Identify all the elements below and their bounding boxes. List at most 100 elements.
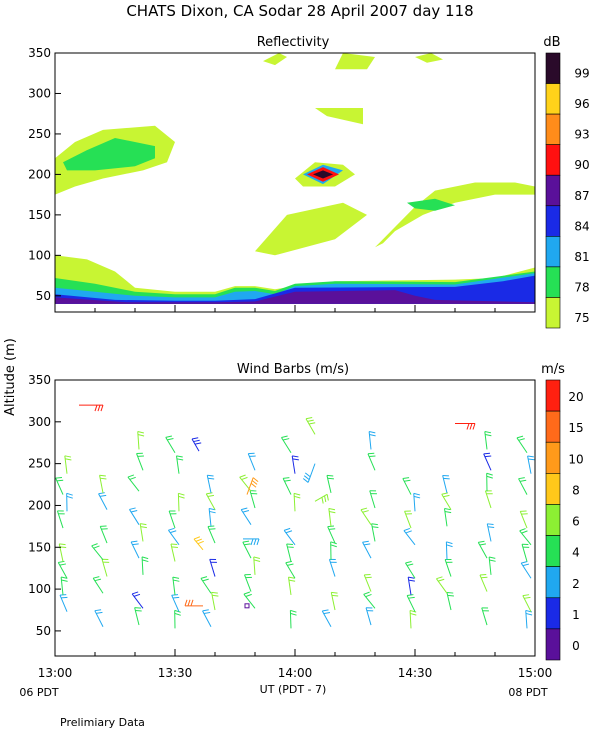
wind-barb	[91, 543, 104, 561]
wind-barb	[477, 540, 488, 559]
wind-barb	[369, 490, 377, 509]
wind-barb	[139, 523, 147, 542]
wind-barb	[286, 543, 294, 562]
wind-barb	[413, 492, 421, 512]
wind-colorbar-swatch	[545, 566, 561, 599]
wind-barb	[134, 607, 142, 626]
wind-y-tick-label: 100	[28, 582, 51, 596]
wind-barb	[131, 591, 144, 609]
reflectivity-region-78-6	[63, 138, 155, 171]
wind-barb	[486, 523, 495, 542]
wind-barb	[193, 536, 204, 551]
reflectivity-colorbar-swatch	[545, 144, 561, 176]
wind-colorbar-tick-label: 8	[572, 483, 580, 497]
x-start-local-label: 06 PDT	[19, 686, 59, 699]
wind-barb	[365, 607, 374, 626]
x-axis-label: UT (PDT - 7)	[260, 683, 327, 696]
wind-barb	[302, 463, 316, 483]
wind-barb	[244, 574, 252, 592]
wind-barb	[409, 609, 417, 629]
wind-barb	[363, 591, 376, 609]
wind-barb	[66, 492, 73, 512]
wind-barb	[243, 591, 256, 609]
wind-x-tick-label: 13:00	[38, 666, 73, 680]
wind-barb	[484, 431, 492, 450]
wind-barb	[403, 527, 416, 546]
wind-barb	[60, 576, 68, 595]
wind-barb	[362, 540, 372, 559]
reflectivity-x-ticks	[54, 305, 536, 312]
wind-barb	[445, 541, 453, 560]
reflectivity-region-75-7	[55, 178, 63, 195]
wind-barb	[443, 508, 452, 527]
reflectivity-colorbar-tick-label: 90	[574, 158, 589, 172]
wind-barb	[170, 543, 178, 562]
wind-colorbar-swatch	[545, 410, 561, 443]
wind-barb	[79, 404, 104, 412]
wind-y-tick-label: 350	[28, 373, 51, 387]
wind-barb	[446, 591, 454, 611]
reflectivity-colorbar: 99 96 93 90 87 84 81 78 75	[545, 52, 590, 329]
wind-colorbar-tick-label: 6	[572, 515, 580, 529]
reflectivity-colorbar-tick-label: 96	[574, 97, 589, 111]
reflectivity-colorbar-tick-label: 84	[574, 219, 589, 233]
wind-barb	[363, 574, 372, 592]
wind-barb	[287, 576, 296, 596]
wind-barb	[281, 435, 292, 454]
wind-colorbar-label: m/s	[541, 362, 565, 377]
wind-y-tick-label: 300	[28, 415, 51, 429]
wind-barb	[442, 474, 450, 494]
wind-barb	[130, 540, 140, 559]
wind-barb	[246, 477, 259, 495]
wind-barb	[98, 492, 108, 510]
wind-barb	[283, 527, 296, 546]
wind-colorbar-tick-label: 20	[568, 390, 583, 404]
wind-barb	[58, 543, 67, 562]
wind-barb	[405, 560, 416, 579]
wind-barb	[243, 538, 260, 546]
reflectivity-y-tick-label: 300	[28, 86, 51, 100]
wind-barb	[172, 576, 180, 596]
wind-barb	[208, 507, 216, 527]
wind-colorbar-swatch	[545, 504, 561, 536]
y-axis-label: Altitude (m)	[3, 338, 18, 416]
reflectivity-colorbar-tick-label: 99	[574, 67, 589, 81]
wind-barb	[371, 523, 379, 542]
wind-barb	[175, 455, 184, 474]
reflectivity-colorbar-tick-label: 93	[574, 128, 589, 142]
reflectivity-y-tick-label: 250	[28, 127, 51, 141]
wind-barb	[525, 609, 533, 629]
wind-barb	[207, 525, 216, 544]
wind-barb	[242, 540, 252, 559]
wind-colorbar-tick-label: 15	[568, 421, 583, 435]
wind-barbs-plot	[55, 404, 535, 629]
wind-barb	[211, 591, 219, 611]
wind-barb	[184, 599, 203, 607]
wind-colorbar-tick-label: 1	[572, 608, 580, 622]
wind-barb	[129, 507, 140, 525]
reflectivity-region-75-10	[255, 202, 367, 256]
wind-barb	[305, 417, 316, 435]
wind-barb	[247, 452, 256, 471]
wind-y-tick-label: 200	[28, 498, 51, 512]
reflectivity-colorbar-swatch	[545, 113, 561, 145]
wind-barb	[455, 422, 476, 430]
wind-x-tick-label: 13:30	[158, 666, 193, 680]
wind-barb	[483, 452, 492, 471]
wind-colorbar-swatch	[545, 535, 561, 567]
wind-barb	[519, 528, 532, 546]
page-title: CHATS Dixon, CA Sodar 28 April 2007 day …	[126, 2, 473, 20]
wind-barb	[328, 508, 336, 527]
reflectivity-region-75-15	[263, 53, 287, 66]
wind-barb	[321, 609, 332, 627]
footer-note: Prelimiary Data	[60, 716, 145, 729]
reflectivity-plot	[55, 53, 535, 304]
wind-barb	[285, 560, 296, 579]
reflectivity-colorbar-label: dB	[543, 35, 560, 50]
wind-barb	[57, 560, 68, 579]
wind-barb	[137, 430, 145, 450]
wind-barb	[404, 510, 412, 529]
wind-barb	[240, 507, 252, 525]
wind-barb	[519, 510, 528, 529]
wind-x-tick-label: 14:00	[278, 666, 313, 680]
